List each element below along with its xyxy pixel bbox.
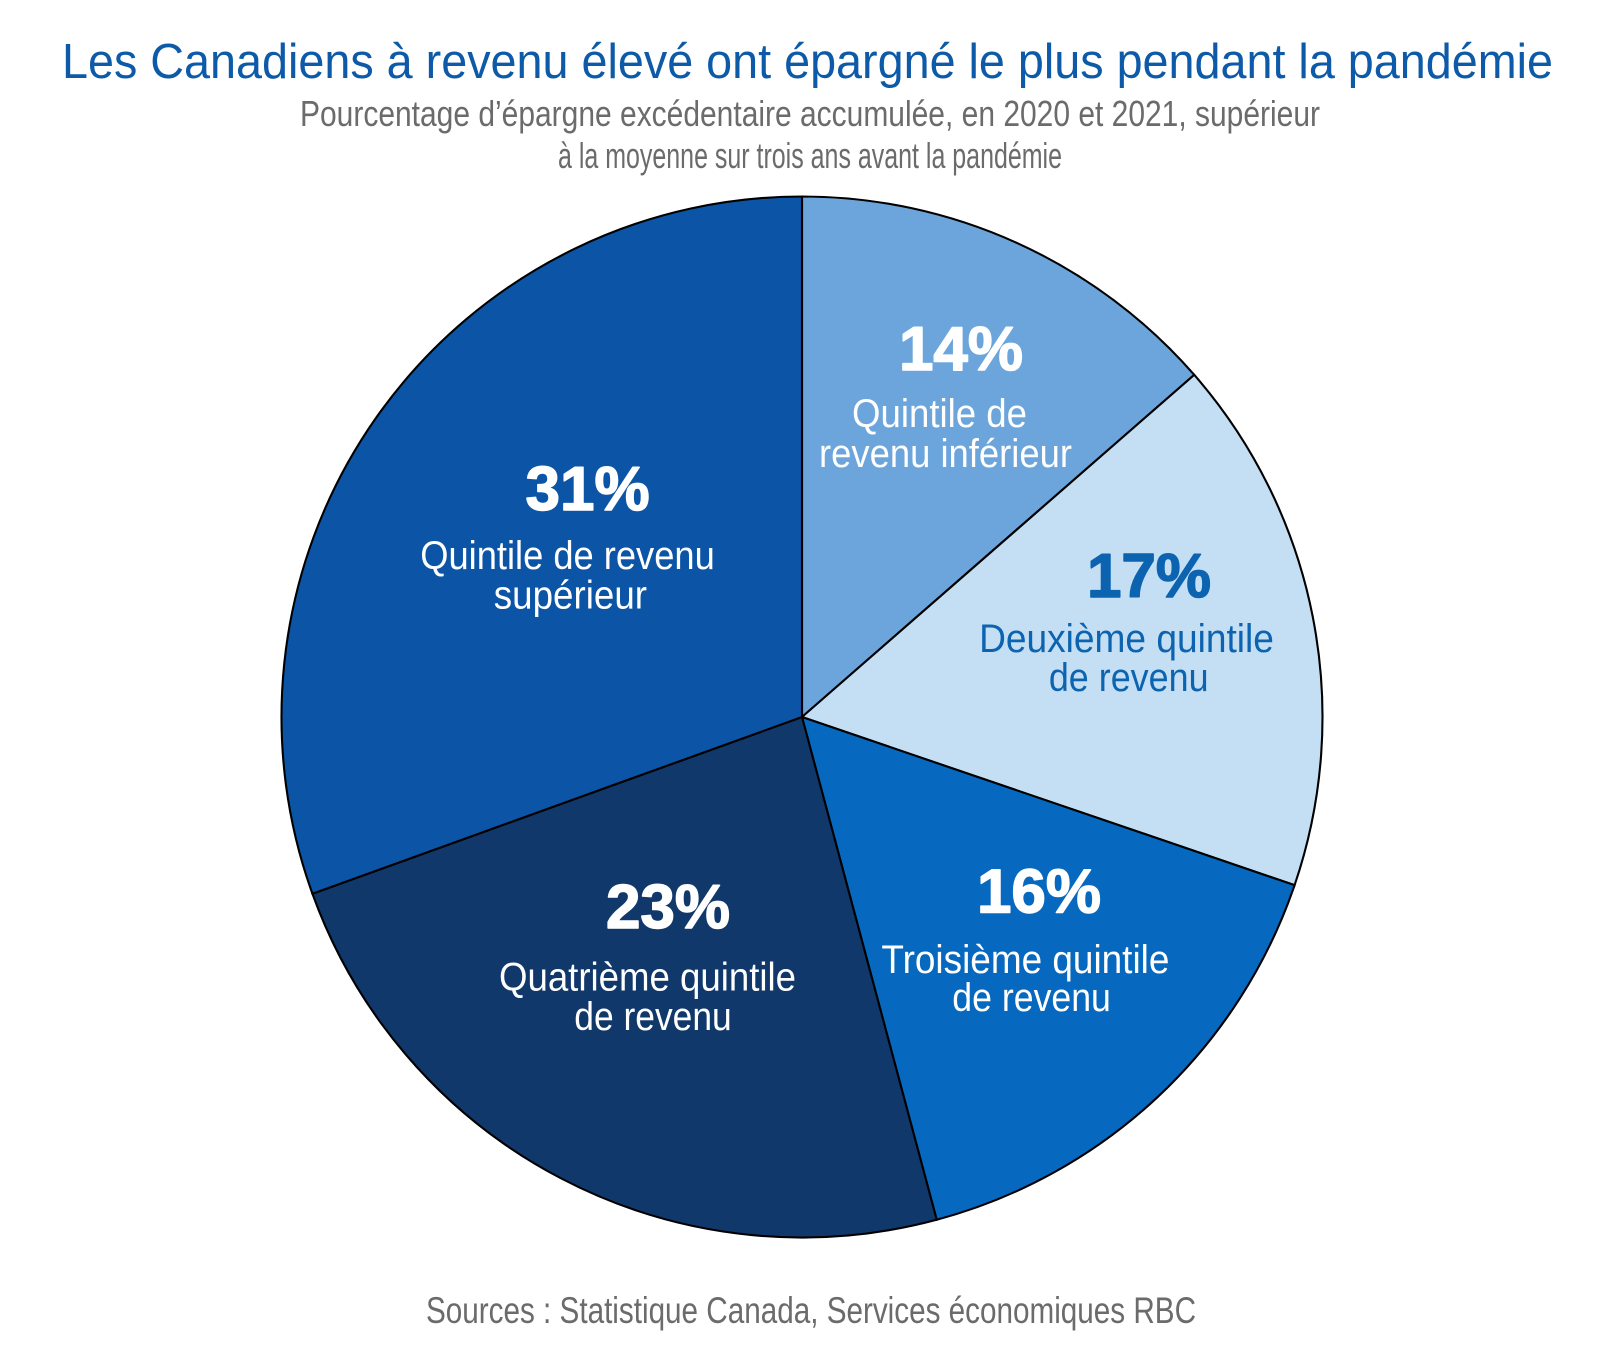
svg-text:Quatrième quintile: Quatrième quintile [499, 956, 796, 1000]
svg-text:revenu inférieur: revenu inférieur [819, 432, 1072, 476]
svg-text:23%: 23% [606, 873, 730, 942]
svg-text:de revenu: de revenu [1049, 656, 1209, 700]
svg-text:14%: 14% [899, 315, 1023, 384]
svg-text:supérieur: supérieur [494, 574, 647, 618]
svg-text:Les Canadiens à revenu élevé o: Les Canadiens à revenu élevé ont épargné… [62, 34, 1553, 89]
svg-text:31%: 31% [526, 455, 650, 524]
svg-text:Deuxième quintile: Deuxième quintile [979, 617, 1274, 661]
svg-text:Sources : Statistique Canada,: Sources : Statistique Canada, Services é… [426, 1290, 1196, 1331]
svg-text:à la moyenne sur trois ans ava: à la moyenne sur trois ans avant la pand… [558, 136, 1062, 176]
svg-text:Pourcentage d’épargne excédent: Pourcentage d’épargne excédentaire accum… [300, 94, 1320, 134]
svg-text:17%: 17% [1087, 542, 1211, 611]
svg-text:de revenu: de revenu [574, 995, 732, 1039]
svg-text:Quintile de: Quintile de [852, 392, 1027, 436]
svg-text:Troisième quintile: Troisième quintile [881, 938, 1169, 982]
svg-text:16%: 16% [977, 858, 1101, 927]
svg-text:Quintile de revenu: Quintile de revenu [420, 534, 715, 578]
svg-text:de revenu: de revenu [952, 976, 1111, 1020]
